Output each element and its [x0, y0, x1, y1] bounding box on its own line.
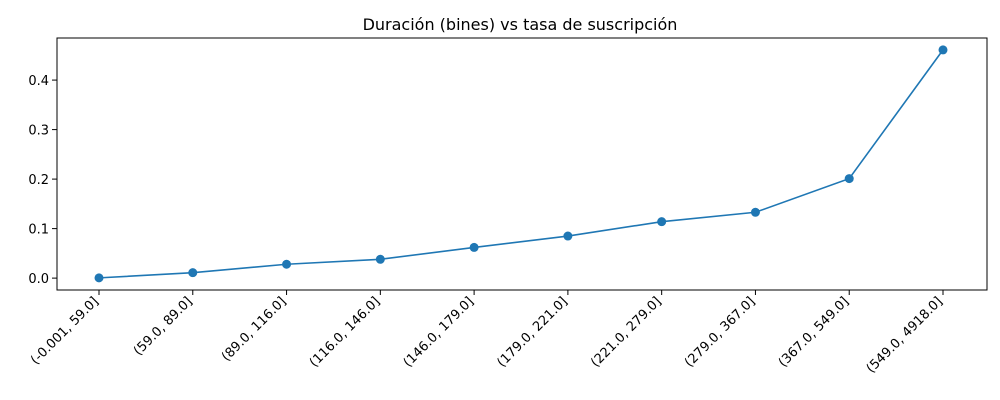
y-axis: 0.0 0.1 0.2 0.3 0.4	[28, 74, 57, 287]
y-tick-label: 0.3	[28, 124, 49, 139]
data-point	[94, 273, 104, 283]
y-tick-label: 0.0	[28, 272, 49, 287]
data-point	[657, 217, 667, 227]
data-point	[563, 231, 573, 241]
data-point	[375, 254, 385, 264]
data-point	[469, 242, 479, 252]
data-point	[844, 174, 854, 184]
series-line	[98, 49, 944, 279]
series-group	[94, 45, 948, 283]
data-point	[938, 45, 948, 55]
data-point	[188, 268, 198, 278]
chart-title: Duración (bines) vs tasa de suscripción	[363, 15, 678, 34]
data-point	[282, 259, 292, 269]
y-tick-label: 0.2	[28, 173, 49, 188]
data-point	[750, 207, 760, 217]
y-tick-label: 0.1	[28, 223, 49, 238]
y-tick-label: 0.4	[28, 74, 49, 89]
plot-area	[56, 37, 988, 291]
